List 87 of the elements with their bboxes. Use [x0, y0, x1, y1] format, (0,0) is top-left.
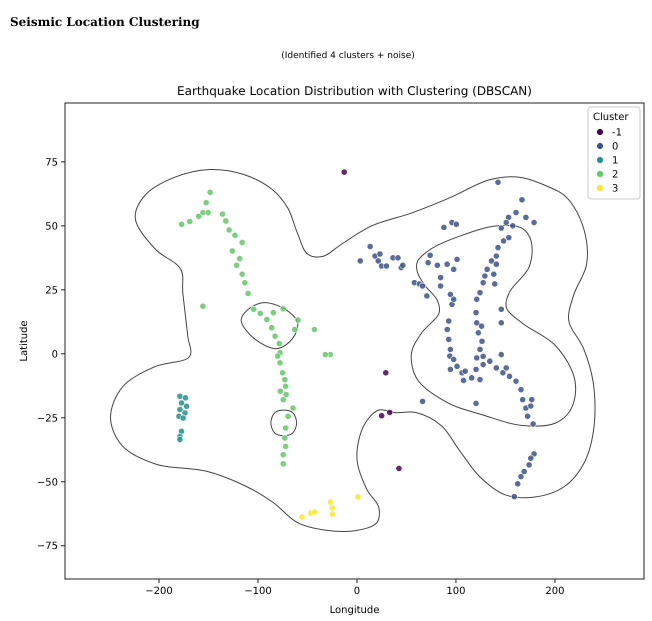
point	[183, 402, 190, 410]
point	[233, 262, 240, 269]
point	[219, 210, 226, 218]
point	[222, 218, 230, 224]
point	[244, 290, 252, 297]
point	[281, 434, 288, 442]
x-tick-label: 100	[446, 586, 466, 597]
point	[294, 316, 302, 324]
point	[396, 465, 402, 472]
point	[182, 410, 188, 416]
text: Seismic Location Clustering	[10, 15, 200, 29]
x-axis-title: Longitude	[330, 605, 380, 616]
point	[328, 510, 336, 518]
y-axis-title: Latitude	[19, 320, 30, 362]
point	[298, 513, 306, 520]
point	[382, 369, 390, 376]
point	[327, 498, 334, 506]
point	[232, 232, 238, 239]
point	[256, 310, 264, 317]
y-tick-label: 25	[45, 285, 58, 296]
point	[340, 168, 348, 176]
point	[250, 306, 258, 313]
point	[354, 493, 362, 500]
legend-title: Cluster	[593, 112, 630, 123]
y-tick-label: −75	[36, 541, 58, 552]
point	[238, 270, 246, 278]
x-tick-label: 200	[545, 586, 564, 597]
point	[322, 351, 329, 358]
point	[282, 424, 290, 432]
point	[284, 412, 292, 420]
y-tick-label: 0	[52, 349, 58, 360]
point	[280, 396, 287, 403]
point	[282, 391, 290, 398]
point	[311, 508, 318, 516]
point	[176, 392, 184, 400]
point	[276, 340, 283, 347]
point	[291, 326, 298, 333]
point	[311, 326, 318, 333]
legend-label: 0	[612, 142, 618, 152]
point	[180, 414, 187, 422]
point	[228, 248, 236, 254]
point	[378, 412, 386, 420]
x-tick-label: 0	[354, 586, 360, 597]
point	[202, 199, 210, 206]
point	[274, 352, 281, 360]
y-tick-label: 75	[45, 157, 58, 168]
chart-title: Earthquake Location Distribution with Clustering (DBSCAN)	[177, 84, 532, 98]
point	[204, 209, 212, 216]
point	[272, 332, 278, 340]
point	[280, 305, 287, 312]
point	[328, 504, 336, 512]
point	[280, 460, 287, 468]
point	[176, 406, 184, 413]
text: (Identified 4 clusters + noise)	[281, 51, 415, 61]
point	[199, 302, 206, 310]
point	[281, 376, 288, 384]
legend-label: 3	[612, 184, 618, 194]
point	[270, 309, 277, 316]
point	[268, 324, 276, 332]
point	[241, 279, 248, 286]
point	[178, 400, 185, 406]
point	[263, 316, 270, 323]
point	[186, 218, 194, 225]
legend-label: 2	[612, 170, 618, 180]
y-tick-label: −50	[36, 477, 58, 488]
point	[276, 359, 284, 366]
y-tick-label: 50	[45, 221, 58, 232]
point	[206, 188, 214, 196]
point	[290, 404, 296, 412]
point	[226, 226, 232, 234]
legend-label: -1	[612, 128, 622, 138]
point	[178, 220, 185, 228]
point	[280, 451, 287, 458]
point	[176, 436, 184, 443]
point	[238, 239, 246, 246]
y-tick-label: −25	[36, 413, 58, 424]
legend-label: 1	[612, 156, 618, 166]
point	[282, 443, 290, 450]
point	[279, 369, 286, 376]
point	[282, 382, 290, 390]
x-tick-label: −200	[145, 586, 173, 597]
point	[386, 409, 394, 416]
point	[182, 394, 189, 402]
point	[195, 212, 202, 220]
point	[236, 255, 243, 262]
x-tick-label: −100	[244, 586, 272, 597]
point	[276, 388, 284, 395]
